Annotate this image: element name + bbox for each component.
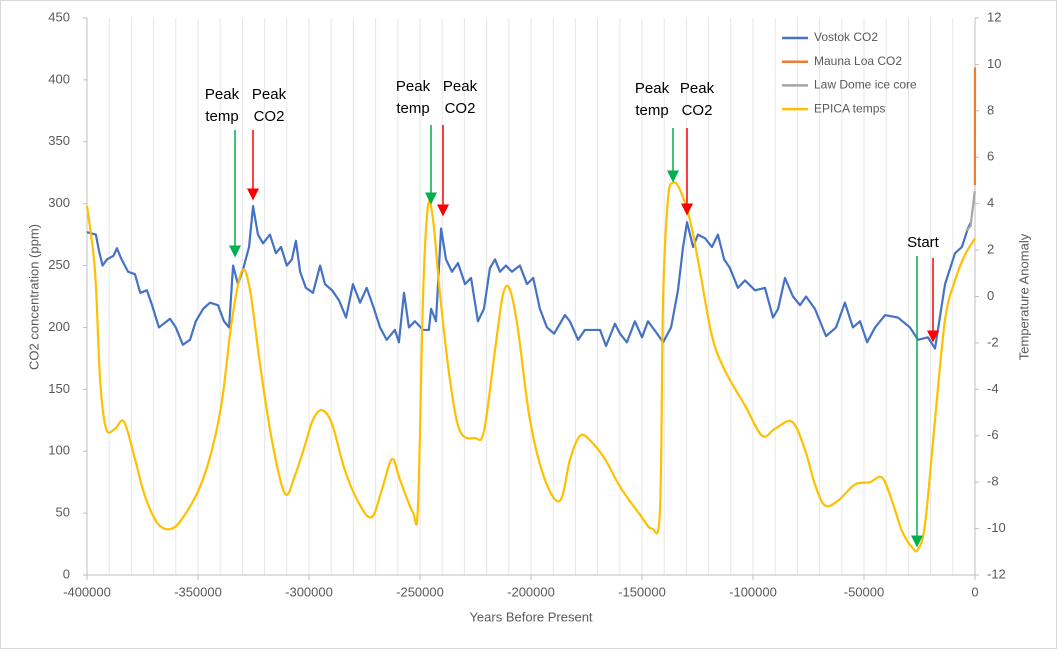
legend-label: Vostok CO2 [814,30,878,44]
annotation-text: temp [396,100,429,117]
y2-tick-label: -2 [987,334,999,349]
x-tick-label: -300000 [285,584,333,599]
y-tick-label: 50 [56,505,70,520]
y-tick-label: 100 [48,443,70,458]
annotation-text: Peak [443,78,478,95]
annotation-text: Peak [252,86,287,103]
y-tick-label: 300 [48,195,70,210]
x-axis-title: Years Before Present [469,609,592,624]
annotation-text: Peak [680,80,715,97]
x-tick-label: -200000 [507,584,555,599]
x-tick-label: -350000 [174,584,222,599]
x-tick-label: 0 [971,584,978,599]
annotation-text: temp [205,108,238,125]
legend-label: Law Dome ice core [814,78,917,92]
y2-tick-label: 0 [987,288,994,303]
series-line [86,205,972,350]
y-tick-label: 350 [48,133,70,148]
series-line [965,191,976,232]
y2-tick-label: -8 [987,474,999,489]
annotation-text: Peak [205,86,240,103]
y-tick-label: 150 [48,381,70,396]
x-tick-label: -100000 [729,584,777,599]
y-tick-label: 200 [48,319,70,334]
annotation-text: Start [907,234,940,251]
x-tick-label: -150000 [618,584,666,599]
y-tick-label: 0 [63,566,70,581]
annotation-text: temp [635,102,668,119]
y2-tick-label: -6 [987,427,999,442]
x-tick-label: -50000 [844,584,884,599]
y2-axis-title: Temperature Anomaly [1016,233,1031,360]
y2-tick-label: -10 [987,520,1006,535]
y2-tick-label: -12 [987,566,1006,581]
y2-tick-label: 2 [987,242,994,257]
legend-label: Mauna Loa CO2 [814,54,902,68]
y2-tick-label: 12 [987,9,1001,24]
annotation-text: CO2 [682,102,713,119]
y2-tick-label: 4 [987,195,994,210]
y2-tick-label: -4 [987,381,999,396]
y2-tick-label: 8 [987,102,994,117]
annotation-text: CO2 [254,108,285,125]
annotation-text: CO2 [445,100,476,117]
annotation-text: Peak [396,78,431,95]
annotation-text: Peak [635,80,670,97]
y-tick-label: 400 [48,71,70,86]
x-tick-label: -250000 [396,584,444,599]
series-line [85,181,976,553]
y-axis-title: CO2 concentration (ppm) [26,224,41,370]
y-tick-label: 250 [48,257,70,272]
y2-tick-label: 6 [987,149,994,164]
x-tick-label: -400000 [63,584,111,599]
legend-label: EPICA temps [814,101,885,115]
y2-tick-label: 10 [987,56,1001,71]
y-tick-label: 450 [48,9,70,24]
